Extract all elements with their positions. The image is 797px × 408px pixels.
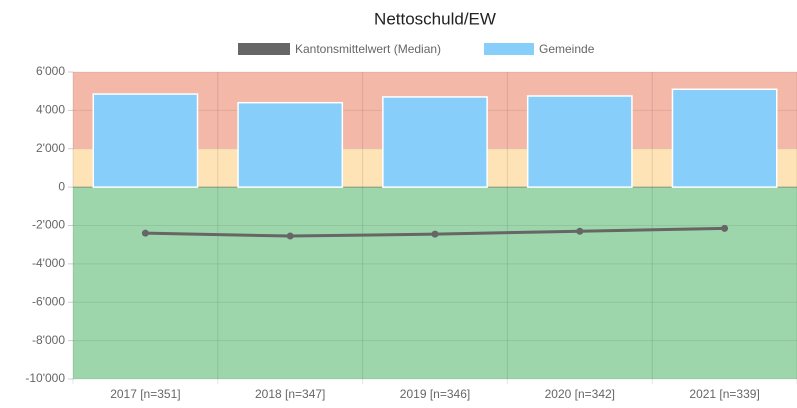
y-tick-label: 6'000 [36,64,65,78]
y-tick-label: -8'000 [32,333,65,347]
y-tick-label: 0 [58,179,65,193]
y-tick-label: -6'000 [32,294,65,308]
bar [526,95,633,188]
x-tick-label: 2021 [n=339] [689,387,759,401]
legend-label[interactable]: Kantonsmittelwert (Median) [295,42,441,56]
bar [237,101,344,188]
line-point [576,227,584,235]
legend-label[interactable]: Gemeinde [539,42,595,56]
background-band [73,187,797,379]
y-tick-label: 4'000 [36,103,65,117]
line-point [721,224,729,232]
bar [671,88,778,188]
legend-swatch[interactable] [238,43,290,55]
line-point [286,232,294,240]
y-tick-label: -10'000 [25,371,65,385]
y-tick-label: -4'000 [32,256,65,270]
x-tick-label: 2020 [n=342] [545,387,615,401]
y-tick-label: 2'000 [36,141,65,155]
line-point [431,230,439,238]
x-tick-label: 2017 [n=351] [110,387,180,401]
x-tick-label: 2019 [n=346] [400,387,470,401]
y-tick-label: -2'000 [32,218,65,232]
bar [92,93,199,188]
chart-title: Nettoschuld/EW [374,9,496,28]
x-tick-label: 2018 [n=347] [255,387,325,401]
bar [382,96,488,188]
legend-swatch[interactable] [484,43,534,55]
line-point [141,229,149,237]
